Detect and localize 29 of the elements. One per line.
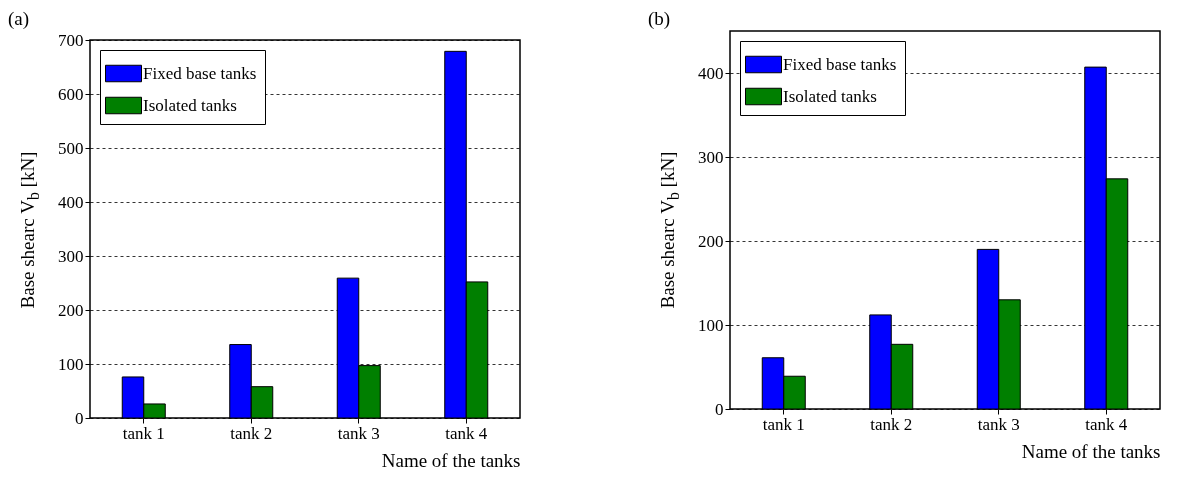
y-tick-label: 100 <box>58 354 84 374</box>
x-tick-label: tank 4 <box>1085 414 1128 434</box>
y-tick-label: 600 <box>58 84 84 104</box>
x-tick-label: tank 1 <box>762 414 805 434</box>
y-tick-label: 500 <box>58 138 84 158</box>
x-tick-label: tank 2 <box>230 423 273 443</box>
y-tick-label: 300 <box>58 246 84 266</box>
y-tick-label: 700 <box>58 30 84 50</box>
y-tick-label: 200 <box>58 300 84 320</box>
y-tick-label: 0 <box>75 408 84 428</box>
y-tick-label: 300 <box>698 147 724 167</box>
x-tick-label: tank 4 <box>445 423 488 443</box>
legend-label: Fixed base tanks <box>783 54 897 74</box>
y-tick-label: 200 <box>698 231 724 251</box>
x-tick-label: tank 2 <box>870 414 913 434</box>
x-tick-label: tank 3 <box>977 414 1020 434</box>
y-tick-label: 100 <box>698 315 724 335</box>
y-tick-label: 400 <box>58 192 84 212</box>
y-tick-label: 400 <box>698 63 724 83</box>
x-tick-label: tank 3 <box>337 423 380 443</box>
chart-title: (a) <box>8 8 30 30</box>
y-tick-label: 0 <box>715 399 724 419</box>
chart-title: (b) <box>648 8 671 30</box>
x-tick-label: tank 1 <box>122 423 165 443</box>
x-axis-title: Name of the tanks <box>381 449 521 471</box>
x-axis-title: Name of the tanks <box>1021 440 1161 462</box>
legend-label: Isolated tanks <box>783 86 877 106</box>
legend-label: Fixed base tanks <box>143 63 257 83</box>
legend-label: Isolated tanks <box>143 95 237 115</box>
